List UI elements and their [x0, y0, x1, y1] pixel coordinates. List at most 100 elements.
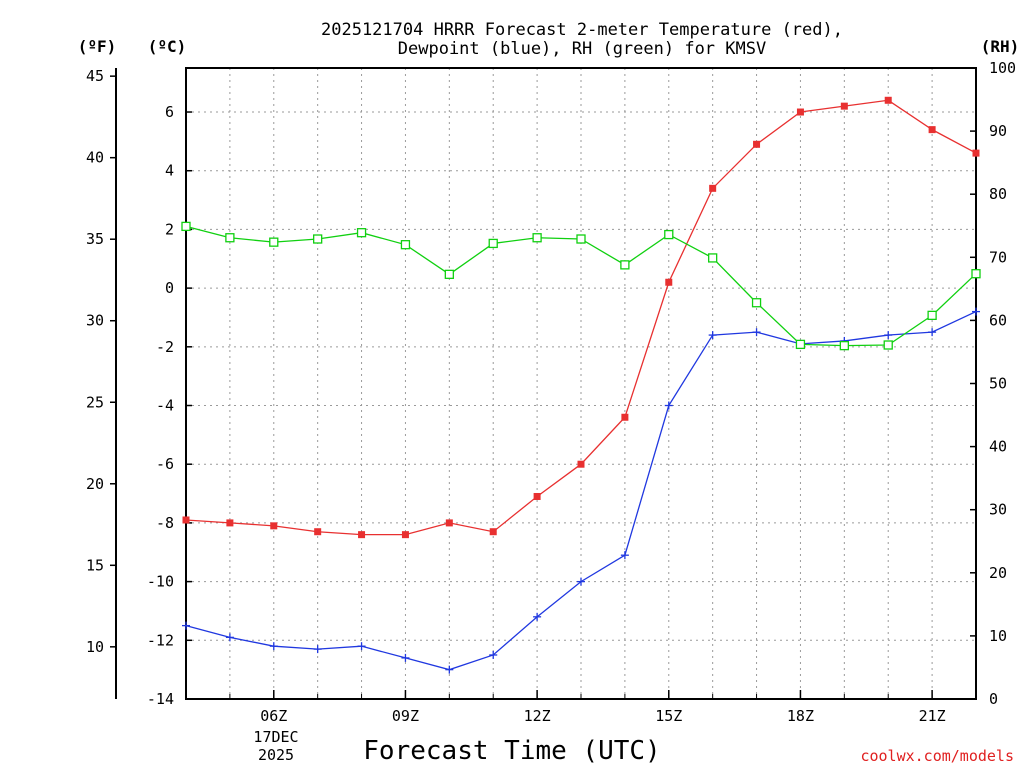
c-tick-label: -10 [147, 573, 174, 591]
plot-frame [185, 67, 977, 700]
dewpoint-point [708, 331, 717, 340]
rh-unit-label: (RH) [981, 37, 1020, 56]
temperature-point [314, 528, 322, 536]
temperature-point [709, 184, 717, 192]
dewpoint-point [620, 551, 629, 560]
dewpoint-point [533, 612, 542, 621]
temperature-point [972, 149, 980, 157]
dewpoint-point [577, 577, 585, 586]
rh-point [927, 310, 937, 321]
c-tick-label: -12 [147, 631, 174, 649]
c-tick-label: 6 [165, 103, 174, 121]
temperature-point [928, 126, 936, 134]
date-label-year: 2025 [258, 746, 294, 764]
c-tick-label: -4 [156, 397, 174, 415]
c-tick-label: -8 [156, 514, 174, 532]
rh-point [444, 269, 454, 279]
c-tick-label: 0 [165, 279, 174, 297]
rh-tick-label: 80 [989, 185, 1007, 203]
f-tick-label: 45 [86, 67, 104, 85]
temperature-point [182, 516, 190, 524]
f-tick-label: 35 [86, 230, 104, 248]
gridlines [186, 68, 976, 699]
rh-tick-label: 30 [989, 501, 1007, 519]
dewpoint-point [884, 331, 893, 340]
chart-title-line-2: Dewpoint (blue), RH (green) for KMSV [398, 39, 766, 59]
x-tick-label: 15Z [655, 707, 682, 725]
temperature-point [533, 492, 541, 500]
x-tick-label: 21Z [919, 707, 946, 725]
axes [110, 67, 977, 700]
data-series [181, 96, 981, 674]
f-tick-label: 20 [86, 475, 104, 493]
f-tick-label: 30 [86, 312, 104, 330]
temperature-point [226, 519, 234, 527]
x-tick-label: 18Z [787, 707, 814, 725]
tick-labels: 06Z 09Z 12Z 15Z 18Z 21Z -14 -12 -10 -8 -6 -4 -2 0 2 4 6 1… [86, 59, 1016, 725]
temperature-point [840, 102, 848, 110]
date-label-day: 17DEC [253, 728, 298, 746]
rh-tick-label: 60 [989, 311, 1007, 329]
c-tick-label: -2 [156, 338, 174, 356]
temperature-point [796, 108, 804, 116]
x-axis-title: Forecast Time (UTC) [363, 736, 660, 766]
rh-point [751, 298, 762, 308]
temperature-point [753, 140, 761, 148]
dewpoint-point [928, 328, 937, 337]
dewpoint-point [313, 645, 322, 654]
x-tick-label: 12Z [524, 707, 551, 725]
dewpoint-point [489, 650, 498, 659]
rh-point [313, 234, 323, 244]
rh-point [576, 234, 586, 244]
rh-point [664, 229, 674, 240]
temperature-point [401, 531, 409, 539]
f-tick-label: 25 [86, 393, 104, 411]
f-tick-label: 10 [86, 638, 104, 656]
rh-point [488, 238, 498, 249]
dewpoint-point [357, 642, 366, 651]
dewpoint-point [182, 621, 190, 630]
rh-point [795, 339, 806, 350]
dewpoint-point [972, 307, 980, 316]
rh-point [225, 233, 235, 243]
temperature-point [621, 413, 629, 421]
temperature-point [577, 460, 585, 468]
credit-link[interactable]: coolwx.com/models [860, 747, 1014, 765]
rh-point [883, 340, 893, 350]
dewpoint-point [401, 653, 410, 662]
temperature-point [489, 528, 497, 536]
f-tick-label: 40 [86, 149, 104, 167]
rh-tick-label: 70 [989, 248, 1007, 266]
rh-tick-label: 20 [989, 564, 1007, 582]
rh-tick-label: 0 [989, 690, 998, 708]
dewpoint-point [752, 328, 761, 337]
rh-point [839, 340, 849, 351]
temperature-point [665, 278, 673, 286]
dewpoint-point [225, 633, 234, 642]
c-tick-label: 4 [165, 162, 174, 180]
rh-point [356, 228, 367, 238]
dewpoint-point [445, 665, 454, 674]
rh-tick-label: 10 [989, 627, 1007, 645]
temperature-point [358, 531, 366, 539]
celsius-unit-label: (ºC) [148, 37, 187, 56]
temperature-point [884, 96, 892, 104]
x-tick-label: 09Z [392, 707, 419, 725]
f-tick-label: 15 [86, 556, 104, 574]
rh-tick-label: 90 [989, 122, 1007, 140]
dewpoint-point [269, 642, 278, 651]
rh-point [708, 253, 718, 263]
chart-title-line-1: 2025121704 HRRR Forecast 2-meter Tempera… [321, 20, 843, 40]
fahrenheit-unit-label: (ºF) [78, 37, 117, 56]
rh-tick-label: 40 [989, 438, 1007, 456]
rh-point [400, 240, 411, 250]
rh-point [620, 260, 630, 270]
dewpoint-point [664, 401, 673, 410]
temperature-point [270, 522, 278, 530]
c-tick-label: 2 [165, 220, 174, 238]
rh-point [269, 237, 279, 247]
x-tick-label: 06Z [260, 707, 287, 725]
temperature-point [445, 519, 453, 527]
c-tick-label: -14 [147, 690, 174, 708]
